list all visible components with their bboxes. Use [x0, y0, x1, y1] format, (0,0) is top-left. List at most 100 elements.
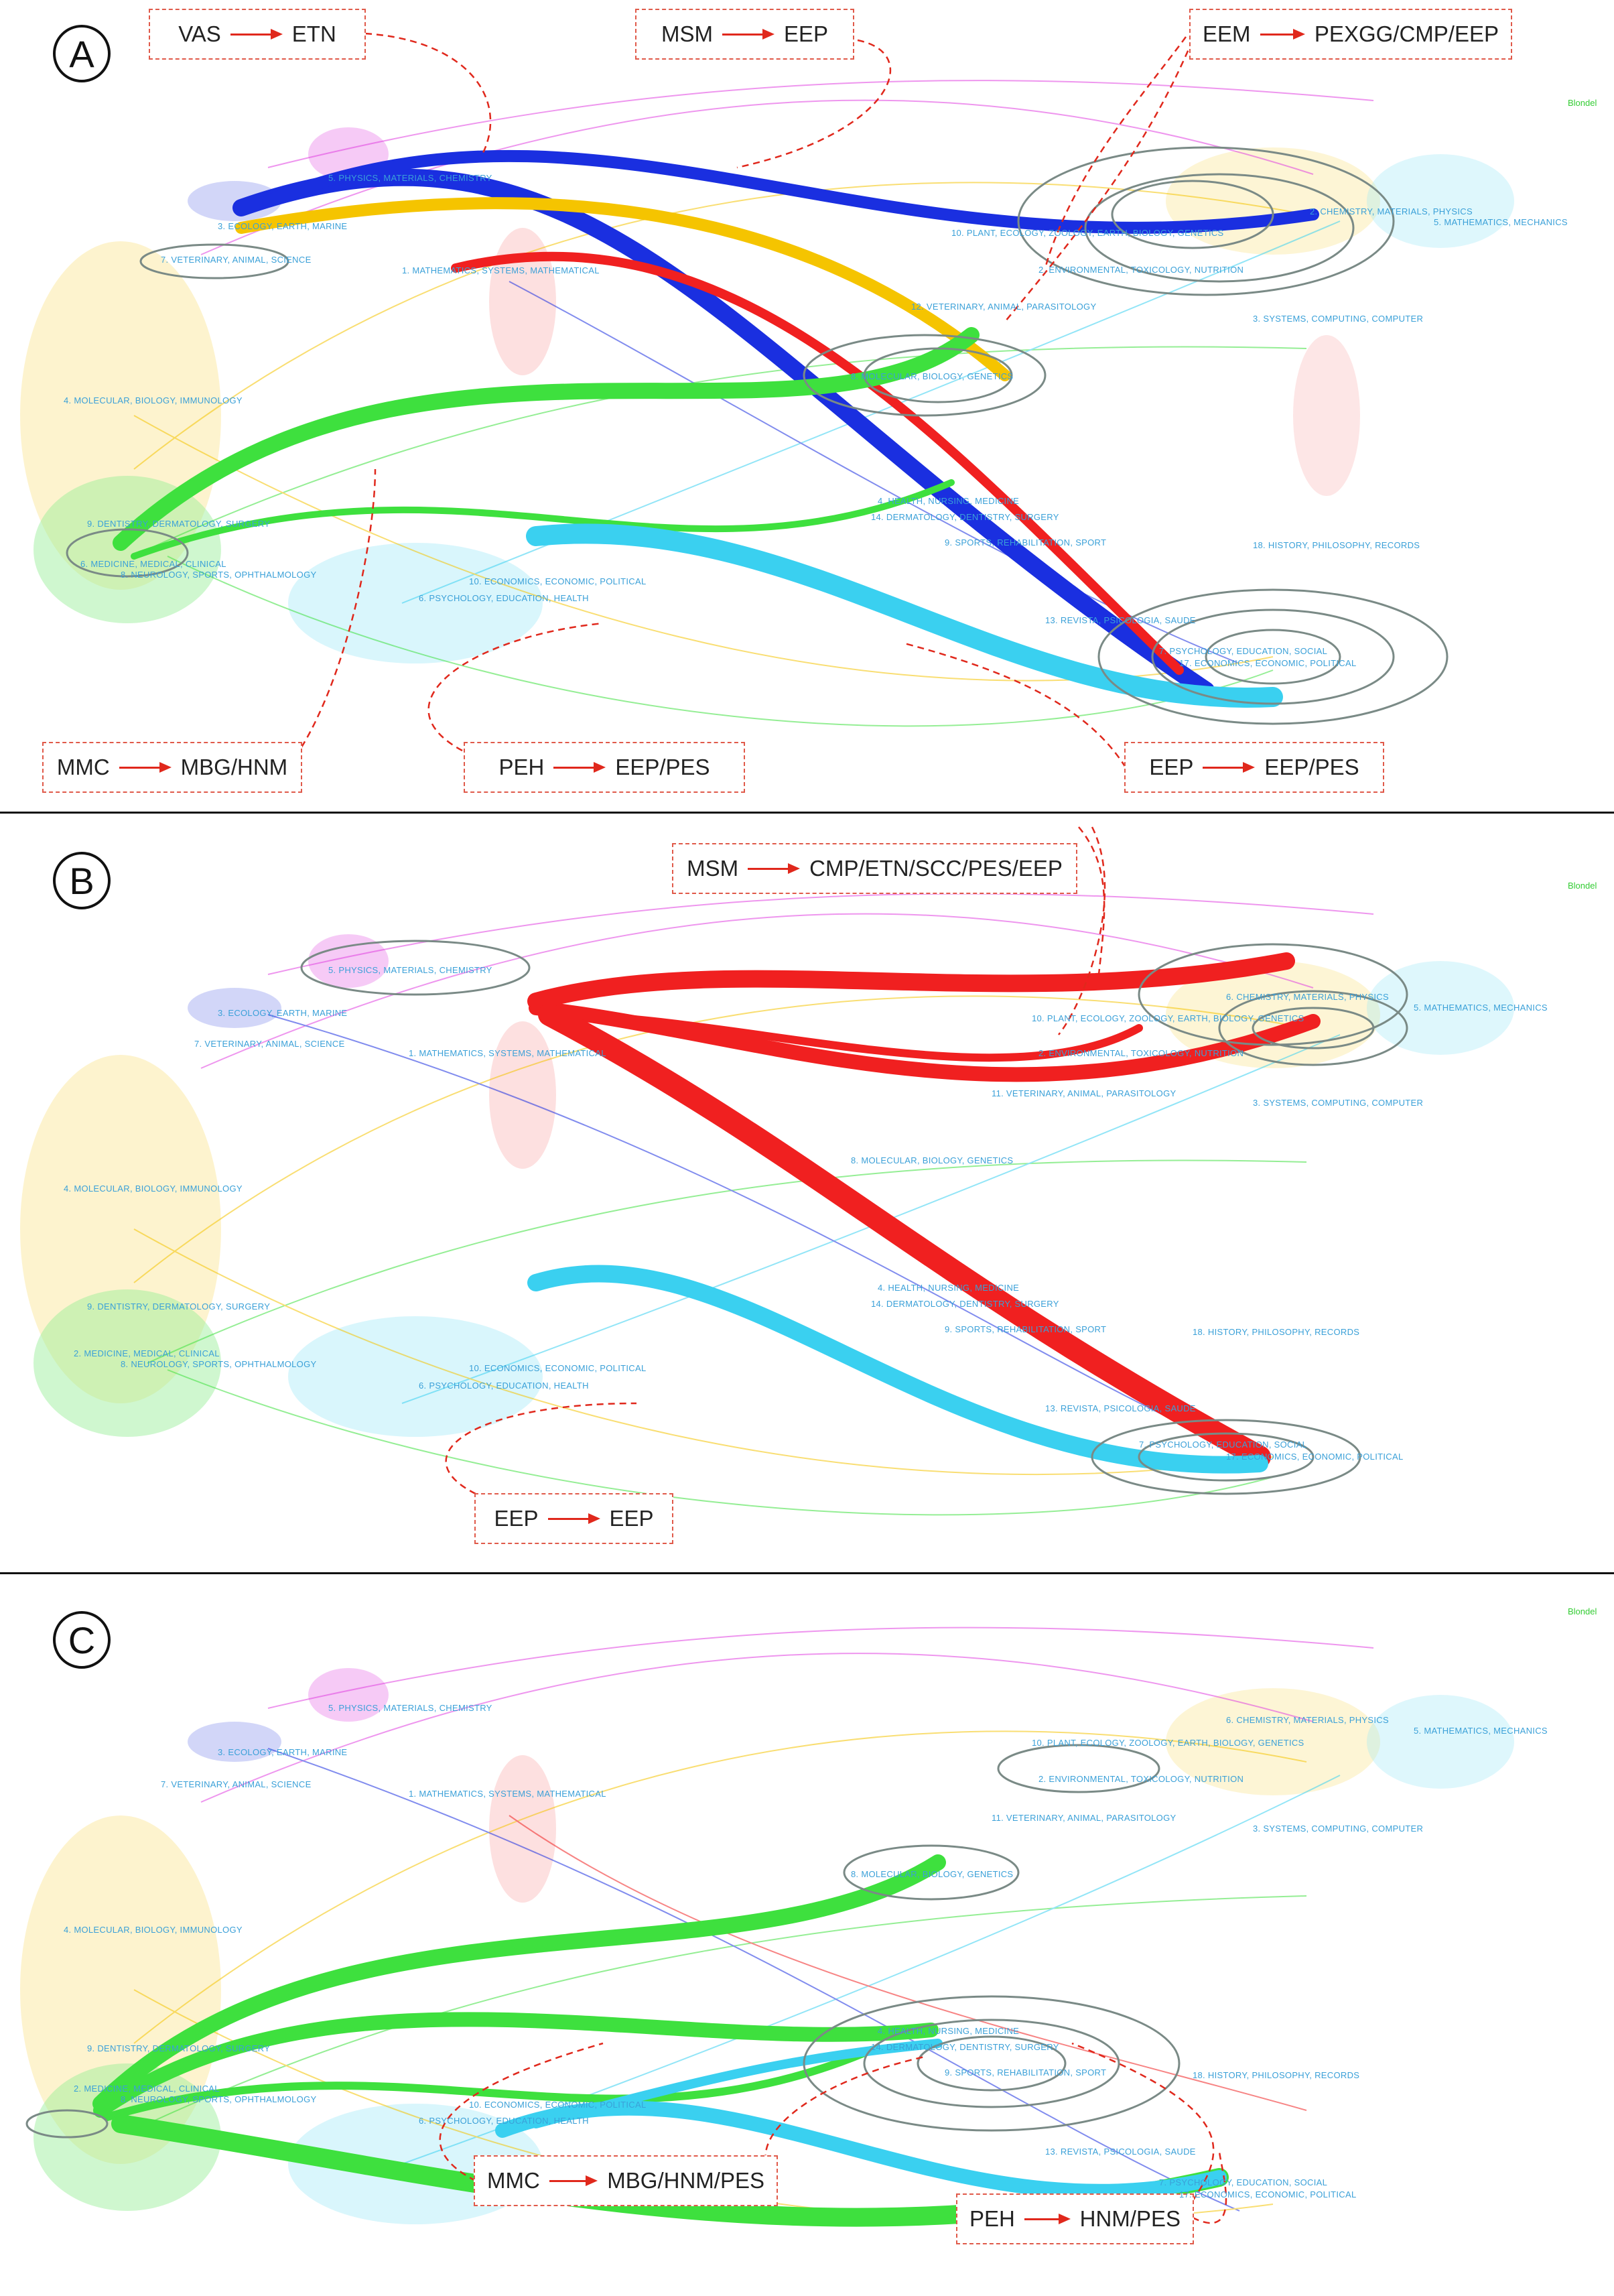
- cluster-label: 3. SYSTEMS, COMPUTING, COMPUTER: [1253, 314, 1424, 324]
- cluster-label: 10. ECONOMICS, ECONOMIC, POLITICAL: [469, 1363, 647, 1373]
- cluster-label: 14. DERMATOLOGY, DENTISTRY, SURGERY: [871, 1299, 1059, 1309]
- cluster-label: 11. VETERINARY, ANIMAL, PARASITOLOGY: [992, 1088, 1176, 1098]
- overlay-map-c: [20, 1627, 1514, 2227]
- cluster-label: 18. HISTORY, PHILOSOPHY, RECORDS: [1193, 1327, 1360, 1337]
- callout-from: EEM: [1203, 21, 1251, 46]
- arrow-right-icon: [119, 761, 172, 773]
- cluster-label: 14. DERMATOLOGY, DENTISTRY, SURGERY: [871, 2042, 1059, 2052]
- panel-a: A Blondel VAS ETN MSM EEP EEM PEXGG/CMP/…: [0, 0, 1614, 812]
- cluster-label: 9. SPORTS, REHABILITATION, SPORT: [945, 1324, 1107, 1334]
- callout-to: PEXGG/CMP/EEP: [1314, 21, 1499, 46]
- cluster-label: 6. CHEMISTRY, MATERIALS, PHYSICS: [1226, 992, 1389, 1002]
- cluster-label: 12. VETERINARY, ANIMAL, PARASITOLOGY: [911, 302, 1097, 312]
- callout-from: PEH: [969, 2206, 1015, 2231]
- callout-to: EEP/PES: [1264, 755, 1359, 779]
- cluster-label: 4. MOLECULAR, BIOLOGY, IMMUNOLOGY: [64, 1184, 243, 1194]
- panel-c-badge: C: [53, 1611, 111, 1669]
- arrow-right-icon: [722, 28, 775, 40]
- cluster-label: 6. CHEMISTRY, MATERIALS, PHYSICS: [1226, 1715, 1389, 1725]
- callout-eem-pexgg: EEM PEXGG/CMP/EEP: [1189, 9, 1512, 60]
- cluster-label: 6. PSYCHOLOGY, EDUCATION, HEALTH: [419, 593, 589, 603]
- callout-to: MBG/HNM/PES: [607, 2168, 764, 2193]
- arrow-right-icon: [230, 28, 283, 40]
- overlay-map-a: [20, 32, 1514, 768]
- cluster-label: 6. PSYCHOLOGY, EDUCATION, HEALTH: [419, 2116, 589, 2126]
- cluster-label: 3. ECOLOGY, EARTH, MARINE: [218, 221, 348, 231]
- callout-msm-cmp-etn-scc-pes-eep: MSM CMP/ETN/SCC/PES/EEP: [672, 843, 1077, 894]
- cluster-label: 1. MATHEMATICS, SYSTEMS, MATHEMATICAL: [409, 1048, 606, 1058]
- callout-from: MMC: [56, 755, 110, 779]
- cluster-label: 5. PHYSICS, MATERIALS, CHEMISTRY: [328, 1703, 492, 1713]
- cluster-label: 2. ENVIRONMENTAL, TOXICOLOGY, NUTRITION: [1038, 1048, 1244, 1058]
- cluster-label: 2. MEDICINE, MEDICAL, CLINICAL: [74, 1348, 220, 1358]
- callout-msm-eep: MSM EEP: [635, 9, 854, 60]
- cluster-label: 8. NEUROLOGY, SPORTS, OPHTHALMOLOGY: [121, 570, 317, 580]
- cluster-label: 4. HEALTH, NURSING, MEDICINE: [878, 496, 1020, 506]
- blondel-label: Blondel: [1568, 1606, 1597, 1616]
- callout-from: EEP: [494, 1506, 539, 1531]
- cluster-label: 5. MATHEMATICS, MECHANICS: [1434, 217, 1568, 227]
- arrow-right-icon: [1203, 761, 1256, 773]
- cluster-label: 5. PHYSICS, MATERIALS, CHEMISTRY: [328, 173, 492, 183]
- callout-from: MMC: [487, 2168, 540, 2193]
- panel-c: C Blondel MMC MBG/HNM/PES PEH HNM/PES 5.…: [0, 1574, 1614, 2296]
- panel-b-badge: B: [53, 852, 111, 909]
- callout-eep-eep-pes: EEP EEP/PES: [1124, 742, 1384, 793]
- callout-from: MSM: [661, 21, 713, 46]
- cluster-label: 9. DENTISTRY, DERMATOLOGY, SURGERY: [87, 1301, 271, 1312]
- cluster-label: 4. MOLECULAR, BIOLOGY, IMMUNOLOGY: [64, 395, 243, 405]
- callout-to: EEP/PES: [615, 755, 710, 779]
- callout-to: CMP/ETN/SCC/PES/EEP: [809, 856, 1063, 881]
- callout-to: HNM/PES: [1079, 2206, 1181, 2231]
- cluster-label: 4. HEALTH, NURSING, MEDICINE: [878, 1283, 1020, 1293]
- arrow-right-icon: [547, 1513, 600, 1525]
- cluster-label: 7. PSYCHOLOGY, EDUCATION, SOCIAL: [1159, 2177, 1328, 2187]
- cluster-label: 9. SPORTS, REHABILITATION, SPORT: [945, 537, 1107, 548]
- overlay-map-b: [20, 826, 1514, 1516]
- callout-peh-eep-pes: PEH EEP/PES: [464, 742, 745, 793]
- callout-to: ETN: [291, 21, 336, 46]
- blondel-label: Blondel: [1568, 98, 1597, 108]
- cluster-label: 17. ECONOMICS, ECONOMIC, POLITICAL: [1179, 2189, 1357, 2199]
- cluster-label: 10. PLANT, ECOLOGY, ZOOLOGY, EARTH, BIOL…: [1032, 1738, 1304, 1748]
- cluster-label: 10. PLANT, ECOLOGY, ZOOLOGY, EARTH, BIOL…: [951, 228, 1224, 238]
- cluster-label: 8. NEUROLOGY, SPORTS, OPHTHALMOLOGY: [121, 2094, 317, 2104]
- blondel-label: Blondel: [1568, 881, 1597, 891]
- arrow-right-icon: [1260, 28, 1306, 40]
- cluster-label: 2. CHEMISTRY, MATERIALS, PHYSICS: [1310, 206, 1473, 216]
- cluster-label: 7. VETERINARY, ANIMAL, SCIENCE: [194, 1039, 345, 1049]
- cluster-label: 3. SYSTEMS, COMPUTING, COMPUTER: [1253, 1098, 1424, 1108]
- arrow-right-icon: [1024, 2213, 1071, 2225]
- cluster-label: 6. MEDICINE, MEDICAL, CLINICAL: [80, 559, 226, 569]
- cluster-label: 17. ECONOMICS, ECONOMIC, POLITICAL: [1226, 1452, 1404, 1462]
- cluster-label: 9. DENTISTRY, DERMATOLOGY, SURGERY: [87, 2043, 271, 2053]
- cluster-label: 2. ENVIRONMENTAL, TOXICOLOGY, NUTRITION: [1038, 265, 1244, 275]
- cluster-label: 7. VETERINARY, ANIMAL, SCIENCE: [161, 255, 312, 265]
- cluster-label: 8. NEUROLOGY, SPORTS, OPHTHALMOLOGY: [121, 1359, 317, 1369]
- cluster-label: 9. SPORTS, REHABILITATION, SPORT: [945, 2067, 1107, 2078]
- arrow-right-icon: [748, 863, 801, 875]
- cluster-label: 8. MOLECULAR, BIOLOGY, GENETICS: [851, 1869, 1014, 1879]
- cluster-label: 4. HEALTH, NURSING, MEDICINE: [878, 2026, 1020, 2036]
- callout-peh-hnm-pes: PEH HNM/PES: [956, 2193, 1194, 2244]
- callout-mmc-mbg-hnm-pes: MMC MBG/HNM/PES: [474, 2155, 778, 2206]
- cluster-label: 10. ECONOMICS, ECONOMIC, POLITICAL: [469, 576, 647, 586]
- cluster-label: 8. MOLECULAR, BIOLOGY, GENETICS: [851, 1155, 1014, 1165]
- panel-a-badge: A: [53, 25, 111, 82]
- cluster-label: 7. PSYCHOLOGY, EDUCATION, SOCIAL: [1139, 1440, 1308, 1450]
- callout-to: EEP: [783, 21, 829, 46]
- callout-from: PEH: [498, 755, 545, 779]
- callout-from: VAS: [178, 21, 221, 46]
- cluster-label: 1. MATHEMATICS, SYSTEMS, MATHEMATICAL: [402, 265, 600, 275]
- cluster-label: 8. MOLECULAR, BIOLOGY, GENETICS: [851, 371, 1014, 381]
- cluster-label: 6. PSYCHOLOGY, EDUCATION, HEALTH: [419, 1381, 589, 1391]
- cluster-label: 3. ECOLOGY, EARTH, MARINE: [218, 1747, 348, 1757]
- cluster-label: 3. SYSTEMS, COMPUTING, COMPUTER: [1253, 1824, 1424, 1834]
- panel-divider: [0, 1572, 1614, 1574]
- arrow-right-icon: [553, 761, 606, 773]
- panel-divider: [0, 812, 1614, 814]
- cluster-label: 14. DERMATOLOGY, DENTISTRY, SURGERY: [871, 512, 1059, 522]
- cluster-label: 13. REVISTA, PSICOLOGIA, SAUDE: [1045, 2147, 1196, 2157]
- panel-b: B Blondel MSM CMP/ETN/SCC/PES/EEP EEP EE…: [0, 814, 1614, 1572]
- cluster-label: 3. ECOLOGY, EARTH, MARINE: [218, 1008, 348, 1018]
